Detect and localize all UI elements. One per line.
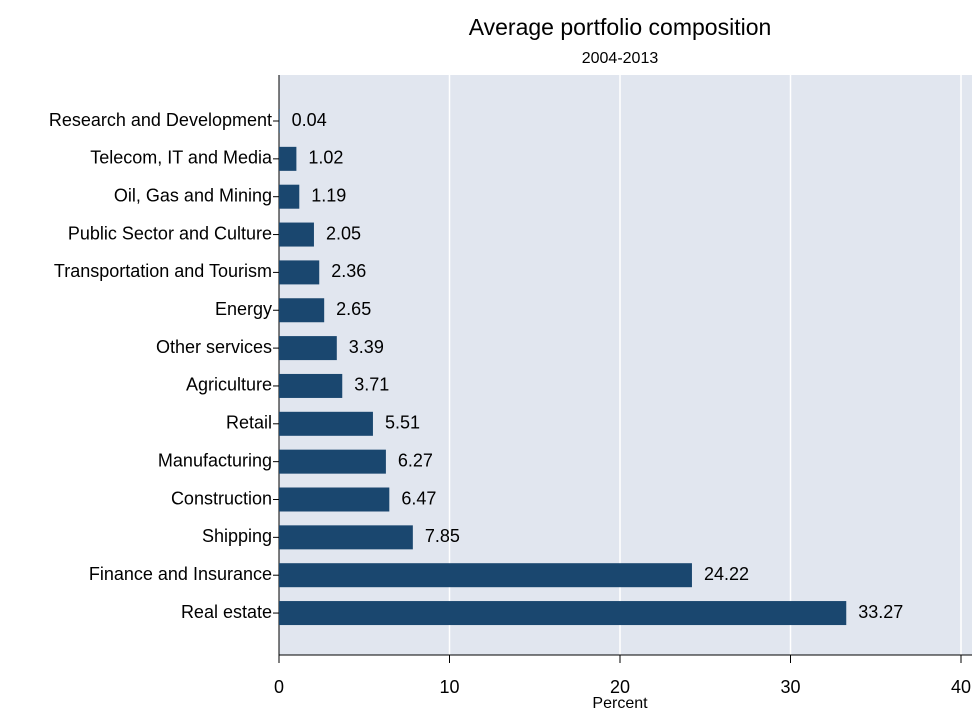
bar: [279, 336, 337, 361]
bar: [279, 298, 325, 323]
bar: [279, 563, 692, 588]
bar: [279, 487, 390, 512]
value-label: 6.47: [401, 488, 436, 508]
x-tick-label: 20: [610, 677, 630, 697]
chart-subtitle: 2004-2013: [582, 50, 659, 67]
bar: [279, 601, 847, 626]
plot-area: [279, 75, 972, 655]
y-tick-label: Agriculture: [186, 375, 272, 395]
y-tick-label: Research and Development: [49, 110, 272, 130]
value-label: 5.51: [385, 413, 420, 433]
bar: [279, 373, 343, 398]
x-tick-label: 40: [951, 677, 971, 697]
bar: [279, 146, 297, 171]
bar: [279, 449, 386, 474]
x-tick-label: 30: [780, 677, 800, 697]
y-tick-label: Manufacturing: [158, 450, 272, 470]
bar: [279, 411, 373, 436]
value-label: 1.02: [308, 148, 343, 168]
bar: [279, 184, 300, 209]
value-label: 3.39: [349, 337, 384, 357]
value-label: 0.04: [292, 110, 327, 130]
value-label: 1.19: [311, 185, 346, 205]
value-label: 2.36: [331, 261, 366, 281]
y-tick-label: Telecom, IT and Media: [90, 148, 273, 168]
value-label: 6.27: [398, 450, 433, 470]
y-tick-label: Other services: [156, 337, 272, 357]
y-tick-label: Finance and Insurance: [89, 564, 272, 584]
x-tick-label: 0: [274, 677, 284, 697]
value-label: 33.27: [858, 602, 903, 622]
bar: [279, 260, 320, 285]
y-tick-label: Construction: [171, 488, 272, 508]
y-tick-label: Public Sector and Culture: [68, 223, 272, 243]
bar: [279, 109, 280, 133]
y-tick-label: Oil, Gas and Mining: [114, 185, 272, 205]
y-tick-label: Real estate: [181, 602, 272, 622]
y-tick-label: Retail: [226, 413, 272, 433]
y-tick-label: Shipping: [202, 526, 272, 546]
value-label: 2.05: [326, 223, 361, 243]
y-tick-label: Energy: [215, 299, 272, 319]
value-label: 3.71: [354, 375, 389, 395]
bar: [279, 525, 413, 550]
value-label: 24.22: [704, 564, 749, 584]
bar: [279, 222, 314, 247]
value-label: 2.65: [336, 299, 371, 319]
x-tick-label: 10: [439, 677, 459, 697]
x-axis-title: Percent: [592, 695, 648, 712]
value-label: 7.85: [425, 526, 460, 546]
y-tick-label: Transportation and Tourism: [54, 261, 272, 281]
chart-title: Average portfolio composition: [469, 14, 772, 40]
